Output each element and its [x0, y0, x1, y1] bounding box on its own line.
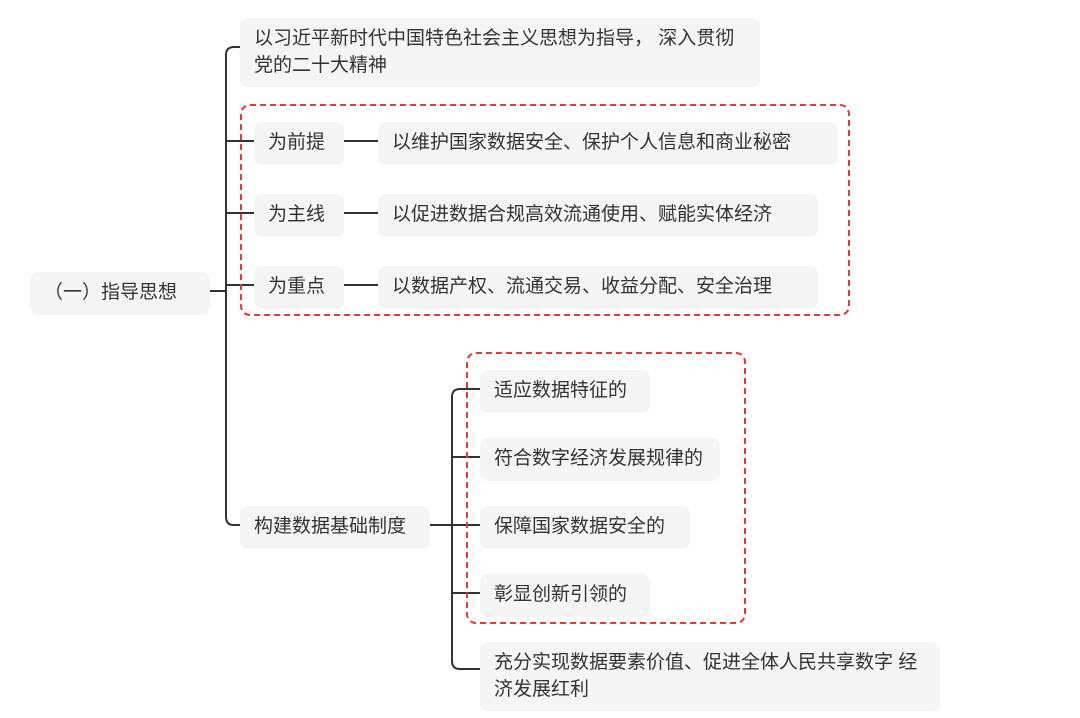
system-child-5: 充分实现数据要素价值、促进全体人民共享数字 经济发展红利	[480, 642, 940, 711]
branch-system: 构建数据基础制度	[240, 506, 430, 549]
branch-intro: 以习近平新时代中国特色社会主义思想为指导， 深入贯彻党的二十大精神	[240, 18, 760, 87]
root-node: （一）指导思想	[30, 272, 210, 315]
branch-focus: 为重点	[254, 266, 344, 309]
branch-premise-detail: 以维护国家数据安全、保护个人信息和商业秘密	[378, 122, 838, 165]
system-child-3: 保障国家数据安全的	[480, 506, 690, 549]
branch-focus-detail: 以数据产权、流通交易、收益分配、安全治理	[378, 266, 818, 309]
branch-mainline-detail: 以促进数据合规高效流通使用、赋能实体经济	[378, 194, 818, 237]
branch-mainline: 为主线	[254, 194, 344, 237]
system-child-2: 符合数字经济发展规律的	[480, 438, 720, 481]
branch-premise: 为前提	[254, 122, 344, 165]
system-child-1: 适应数据特征的	[480, 370, 650, 413]
system-child-4: 彰显创新引领的	[480, 574, 650, 617]
